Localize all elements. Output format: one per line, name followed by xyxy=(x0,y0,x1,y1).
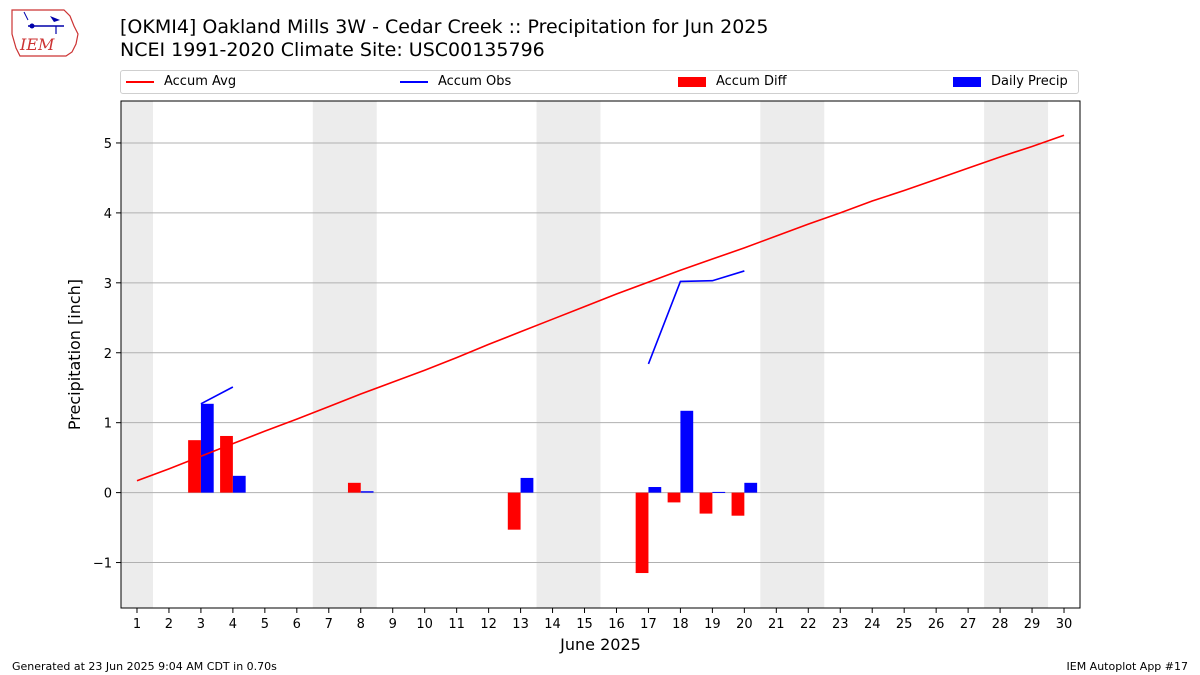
line-marks xyxy=(136,134,1065,482)
y-axis-label: Precipitation [inch] xyxy=(65,279,84,430)
bar-marks xyxy=(188,403,758,574)
legend-swatch-daily-precip xyxy=(953,76,981,87)
legend-item-daily-precip: Daily Precip xyxy=(953,74,1068,90)
legend-label-accum-avg: Accum Avg xyxy=(164,74,237,89)
y-axis: −1 0 1 2 3 4 5 xyxy=(93,137,121,572)
accum-diff-bar xyxy=(347,482,361,493)
daily-precip-bar xyxy=(680,410,694,493)
y-tick-label: 3 xyxy=(104,277,112,292)
x-tick-label: 18 xyxy=(672,617,689,632)
accum-diff-bar xyxy=(667,492,681,503)
y-tick-label: 2 xyxy=(104,347,112,362)
x-tick-label: 29 xyxy=(1024,617,1041,632)
accum-avg-line xyxy=(136,134,1065,482)
y-tick-label: 1 xyxy=(104,417,112,432)
x-tick-label: 15 xyxy=(576,617,593,632)
footer-app: IEM Autoplot App #17 xyxy=(1066,660,1189,673)
weekend-bands xyxy=(121,101,1049,608)
x-axis-label: June 2025 xyxy=(559,635,641,654)
weekend-band xyxy=(312,101,377,608)
x-tick-label: 13 xyxy=(512,617,529,632)
x-axis: 1 2 3 4 5 6 7 8 9 10 11 12 13 14 15 16 17 18 19 20 21 22 23 24 2… xyxy=(133,608,1072,632)
x-tick-label: 1 xyxy=(133,617,141,632)
x-tick-label: 5 xyxy=(261,617,269,632)
x-tick-label: 10 xyxy=(416,617,433,632)
x-tick-label: 20 xyxy=(736,617,753,632)
x-tick-label: 26 xyxy=(928,617,945,632)
x-tick-label: 12 xyxy=(480,617,497,632)
chart-subtitle: NCEI 1991-2020 Climate Site: USC00135796 xyxy=(120,39,545,61)
legend-item-accum-avg: Accum Avg xyxy=(126,74,236,90)
weekend-band xyxy=(984,101,1049,608)
x-tick-label: 16 xyxy=(608,617,625,632)
x-tick-label: 23 xyxy=(832,617,849,632)
footer-generated: Generated at 23 Jun 2025 9:04 AM CDT in … xyxy=(12,660,277,673)
legend-label-accum-obs: Accum Obs xyxy=(438,74,512,89)
daily-precip-bar xyxy=(712,491,726,493)
daily-precip-bar xyxy=(744,482,758,493)
x-tick-label: 14 xyxy=(544,617,561,632)
y-tick-label: 4 xyxy=(104,207,112,222)
iem-logo: IEM xyxy=(6,4,82,60)
x-tick-label: 7 xyxy=(325,617,333,632)
accum-obs-line xyxy=(647,270,745,365)
daily-precip-bar xyxy=(520,477,534,493)
legend-label-daily-precip: Daily Precip xyxy=(991,74,1068,89)
accum-diff-bar xyxy=(699,492,713,514)
accum-diff-bar xyxy=(507,492,521,530)
daily-precip-bar xyxy=(200,403,214,493)
x-tick-label: 11 xyxy=(448,617,465,632)
x-tick-label: 27 xyxy=(960,617,977,632)
chart-title: [OKMI4] Oakland Mills 3W - Cedar Creek :… xyxy=(120,16,769,38)
x-tick-label: 30 xyxy=(1056,617,1073,632)
x-tick-label: 21 xyxy=(768,617,785,632)
legend-swatch-accum-obs xyxy=(400,80,428,83)
y-tick-label: −1 xyxy=(93,557,112,572)
daily-precip-bar xyxy=(232,475,246,493)
legend: Accum Avg Accum Obs Accum Diff Daily Pre… xyxy=(120,70,1079,94)
x-tick-label: 19 xyxy=(704,617,721,632)
accum-obs-line xyxy=(200,386,234,405)
y-tick-label: 0 xyxy=(104,487,112,502)
x-tick-label: 2 xyxy=(165,617,173,632)
x-tick-label: 17 xyxy=(640,617,657,632)
legend-swatch-accum-avg xyxy=(126,80,154,83)
weekend-band xyxy=(760,101,825,608)
x-tick-label: 6 xyxy=(293,617,301,632)
legend-swatch-accum-diff xyxy=(678,76,706,87)
x-tick-label: 25 xyxy=(896,617,913,632)
weekend-band xyxy=(121,101,153,608)
legend-item-accum-diff: Accum Diff xyxy=(678,74,787,90)
accum-diff-bar xyxy=(731,492,745,516)
x-tick-label: 8 xyxy=(357,617,365,632)
daily-precip-bar xyxy=(360,491,374,493)
plot-frame xyxy=(120,100,1081,609)
x-tick-label: 3 xyxy=(197,617,205,632)
accum-diff-bar xyxy=(188,440,201,493)
logo-text: IEM xyxy=(19,35,55,54)
y-tick-label: 5 xyxy=(104,137,112,152)
x-tick-label: 28 xyxy=(992,617,1009,632)
x-tick-label: 24 xyxy=(864,617,881,632)
x-tick-label: 9 xyxy=(389,617,397,632)
accum-diff-bar xyxy=(220,435,233,493)
accum-diff-bar xyxy=(635,492,649,574)
legend-label-accum-diff: Accum Diff xyxy=(716,74,787,89)
gridlines xyxy=(121,142,1080,564)
x-tick-label: 22 xyxy=(800,617,817,632)
legend-item-accum-obs: Accum Obs xyxy=(400,74,511,90)
x-tick-label: 4 xyxy=(229,617,237,632)
daily-precip-bar xyxy=(648,487,662,493)
weekend-band xyxy=(536,101,601,608)
